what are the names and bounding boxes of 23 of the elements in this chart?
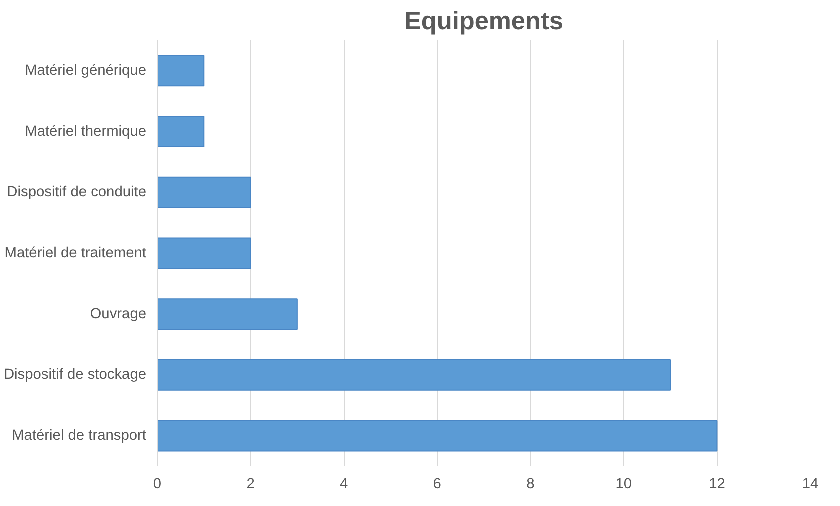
y-tick-label: Dispositif de stockage — [4, 367, 146, 384]
x-tick-label: 6 — [433, 476, 442, 492]
x-tick-label: 12 — [709, 476, 726, 492]
y-tick-label: Matériel générique — [25, 62, 147, 79]
y-tick-label: Ouvrage — [90, 306, 147, 322]
bar — [158, 298, 298, 330]
bar — [158, 360, 672, 391]
x-tick-label: 14 — [802, 476, 819, 492]
y-tick-label: Dispositif de conduite — [7, 184, 147, 201]
chart-title: Equipements — [404, 8, 564, 36]
y-tick-label: Matériel de transport — [12, 428, 147, 444]
x-tick-label: 4 — [340, 476, 348, 492]
x-tick-label: 8 — [526, 476, 535, 492]
x-tick-label: 0 — [153, 476, 162, 492]
x-tick-label: 2 — [246, 476, 255, 492]
y-tick-label: Matériel de traitement — [4, 246, 147, 262]
y-tick-label: Matériel thermique — [25, 124, 147, 140]
bar — [158, 238, 252, 270]
x-tick-label: 10 — [616, 476, 632, 492]
bar — [158, 55, 205, 87]
bar — [158, 176, 252, 208]
bar — [158, 420, 718, 452]
bar — [158, 116, 205, 148]
